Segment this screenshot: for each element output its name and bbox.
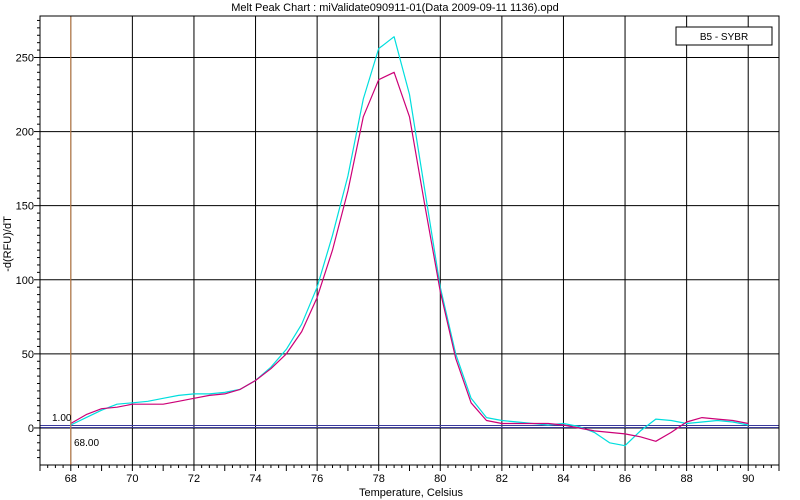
series-lines xyxy=(70,36,749,447)
x-tick-label: 72 xyxy=(188,473,200,485)
threshold-label: 1.00 xyxy=(52,413,72,424)
y-axis-label: -d(RFU)/dT xyxy=(2,216,14,272)
y-tick-label: 250 xyxy=(16,52,34,64)
y-tick-label: 150 xyxy=(16,201,34,213)
x-tick-label: 82 xyxy=(496,473,508,485)
y-tick-label: 200 xyxy=(16,127,34,139)
x-tick-label: 70 xyxy=(126,473,138,485)
series-line-1 xyxy=(70,36,749,447)
x-tick-label: 86 xyxy=(619,473,631,485)
x-tick-label: 84 xyxy=(557,473,569,485)
x-tick-label: 88 xyxy=(681,473,693,485)
axis-ticks: 68 70 72 74 76 78 80 82 84 86 88 90 0 50 100 150 200 250 xyxy=(16,19,780,485)
threshold-line xyxy=(40,424,779,428)
legend: B5 - SYBR xyxy=(675,26,773,46)
x-axis-label: Temperature, Celsius xyxy=(359,487,463,499)
legend-box xyxy=(675,26,773,46)
x-tick-label: 74 xyxy=(249,473,261,485)
x-tick-label: 78 xyxy=(373,473,385,485)
y-tick-label: 100 xyxy=(16,275,34,287)
series-line-2 xyxy=(70,71,749,442)
y-tick-label: 50 xyxy=(22,349,34,361)
legend-entry: B5 - SYBR xyxy=(700,32,748,43)
x-tick-label: 68 xyxy=(65,473,77,485)
plot-frame xyxy=(39,15,780,466)
y-tick-label: 0 xyxy=(28,423,34,435)
x-tick-label: 90 xyxy=(742,473,754,485)
grid-lines xyxy=(40,16,779,465)
chart-title: Melt Peak Chart : miValidate090911-01(Da… xyxy=(231,2,559,14)
x-tick-label: 76 xyxy=(311,473,323,485)
x-tick-label: 80 xyxy=(434,473,446,485)
marker-label: 68.00 xyxy=(74,438,99,449)
